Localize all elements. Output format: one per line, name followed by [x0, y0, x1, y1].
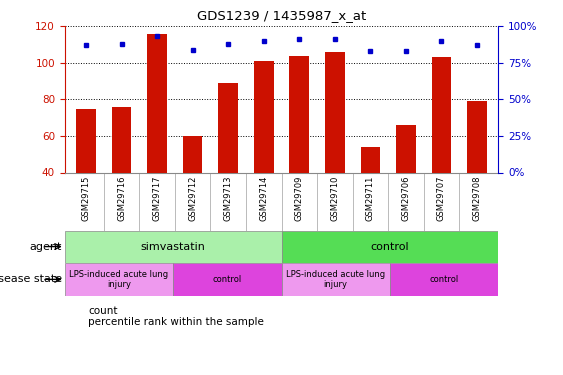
Text: GSM29712: GSM29712	[188, 176, 197, 221]
Text: GSM29707: GSM29707	[437, 176, 446, 221]
Text: GSM29713: GSM29713	[224, 176, 233, 221]
Text: control: control	[213, 275, 242, 284]
Text: agent: agent	[29, 242, 62, 252]
Bar	[77, 108, 96, 172]
Bar	[148, 34, 167, 172]
Bar	[432, 57, 451, 172]
Text: count: count	[88, 306, 118, 315]
Text: GSM29716: GSM29716	[117, 176, 126, 221]
Bar	[325, 52, 345, 172]
Text: GSM29714: GSM29714	[259, 176, 268, 221]
Bar	[65, 231, 282, 262]
Bar	[218, 83, 238, 172]
Text: simvastatin: simvastatin	[141, 242, 205, 252]
Bar	[254, 61, 274, 172]
Bar	[282, 231, 498, 262]
Text: LPS-induced acute lung
injury: LPS-induced acute lung injury	[69, 270, 168, 289]
Bar	[112, 106, 131, 172]
Text: disease state: disease state	[0, 274, 62, 284]
Bar	[390, 262, 498, 296]
Text: GSM29709: GSM29709	[295, 176, 304, 221]
Text: percentile rank within the sample: percentile rank within the sample	[88, 317, 264, 327]
Bar	[467, 101, 486, 172]
Text: GDS1239 / 1435987_x_at: GDS1239 / 1435987_x_at	[197, 9, 366, 22]
Text: GSM29710: GSM29710	[330, 176, 339, 221]
Bar	[65, 262, 173, 296]
Text: control: control	[370, 242, 409, 252]
Bar	[183, 136, 203, 172]
Bar	[396, 125, 415, 172]
Text: LPS-induced acute lung
injury: LPS-induced acute lung injury	[286, 270, 385, 289]
Bar	[360, 147, 380, 172]
Text: control: control	[430, 275, 459, 284]
Bar	[289, 56, 309, 172]
Text: GSM29717: GSM29717	[153, 176, 162, 221]
Text: GSM29715: GSM29715	[82, 176, 91, 221]
Text: GSM29708: GSM29708	[472, 176, 481, 221]
Bar	[173, 262, 282, 296]
Bar	[282, 262, 390, 296]
Text: GSM29711: GSM29711	[366, 176, 375, 221]
Text: GSM29706: GSM29706	[401, 176, 410, 221]
